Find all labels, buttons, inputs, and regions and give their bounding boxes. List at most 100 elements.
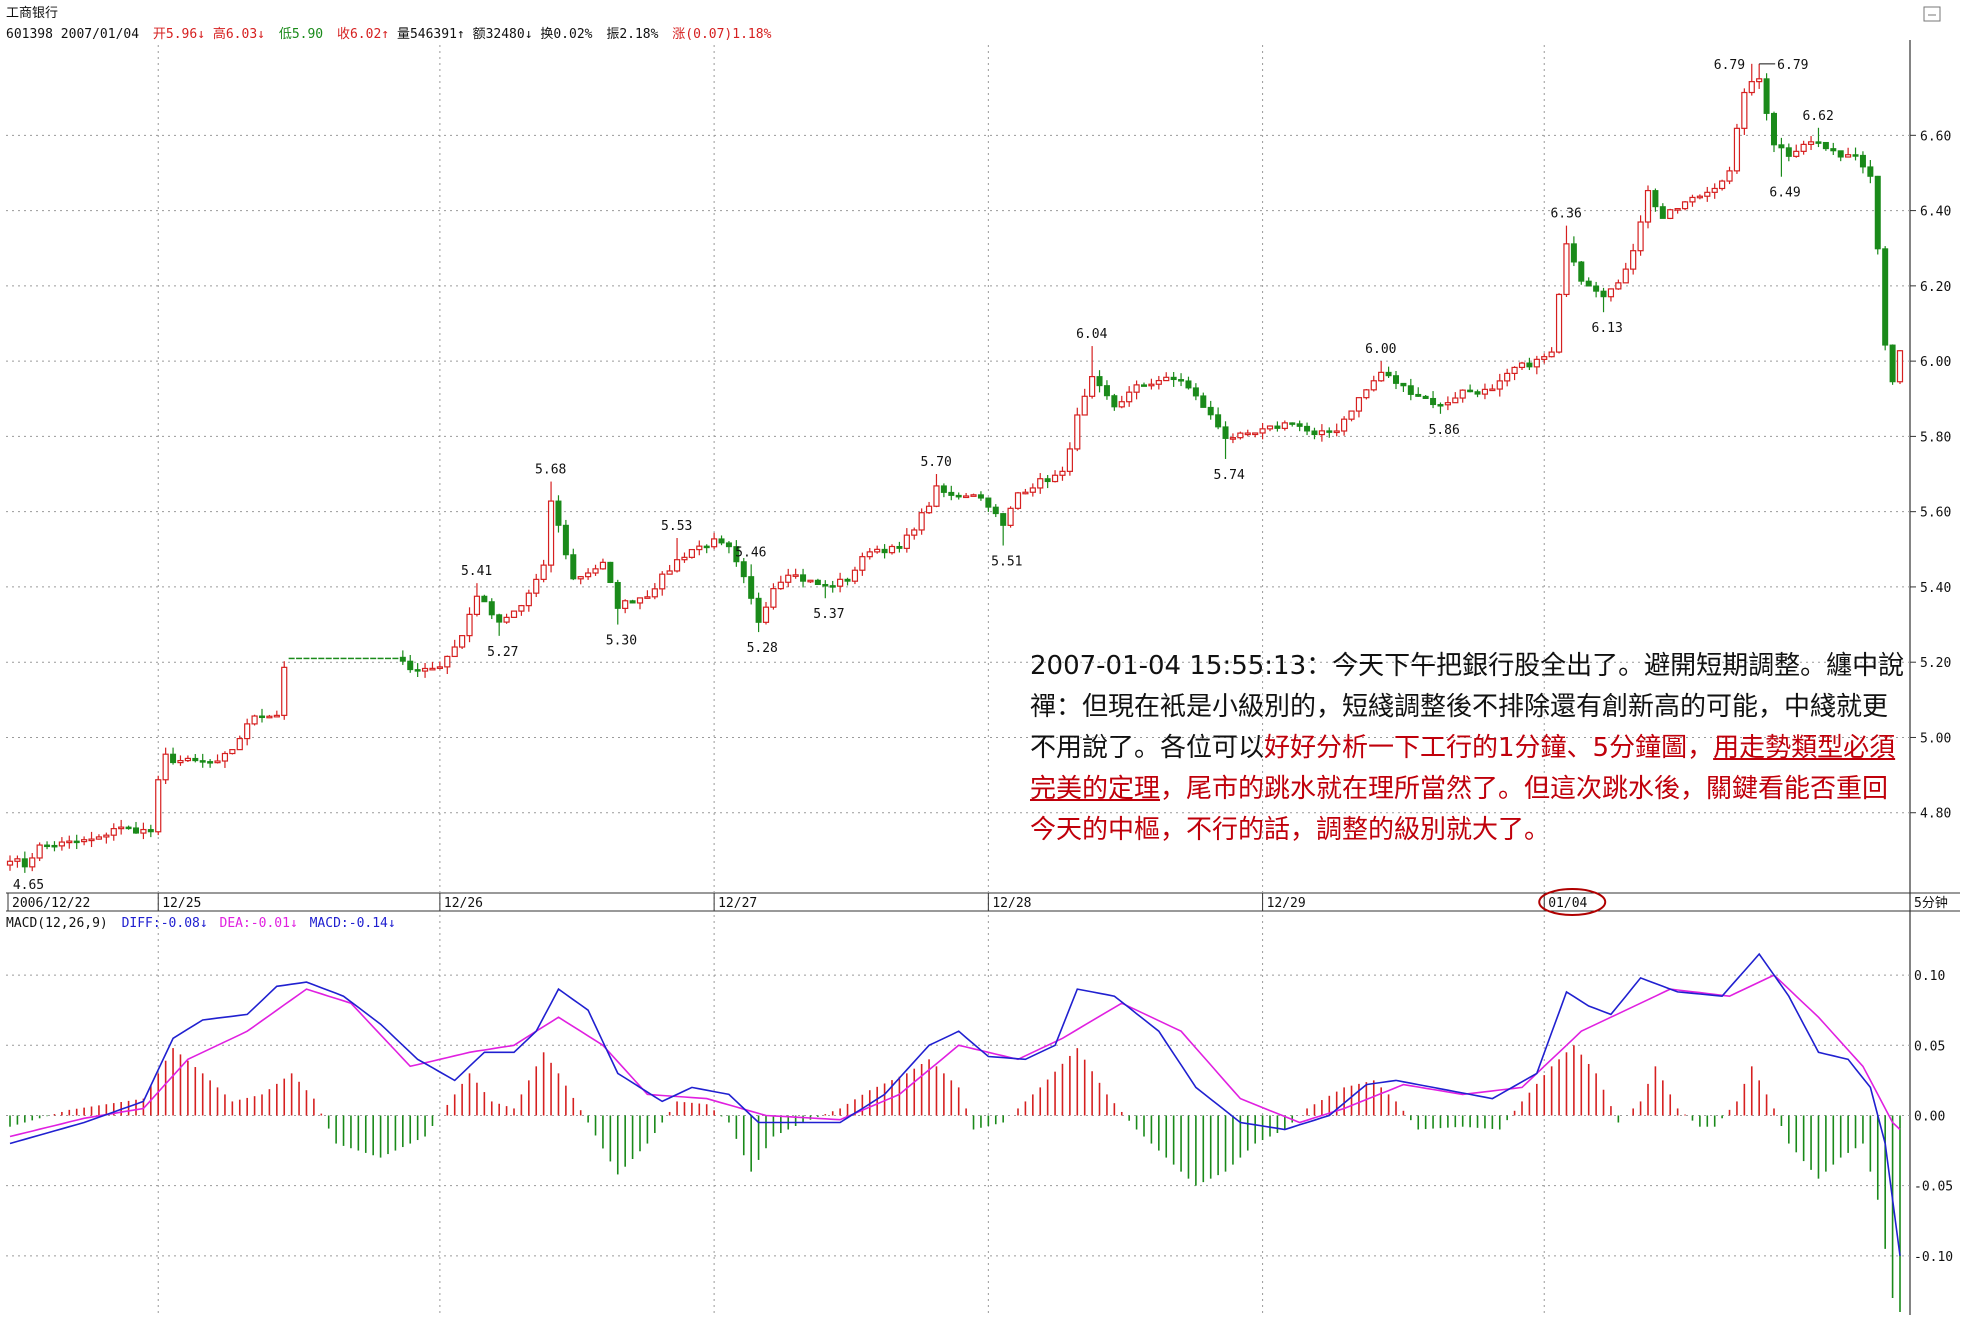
candle <box>436 666 443 669</box>
candle <box>696 545 703 551</box>
candle <box>1763 78 1770 114</box>
candle <box>184 757 191 762</box>
candle <box>1074 414 1081 450</box>
candle <box>110 828 117 836</box>
quote-change: 涨(0.07)1.18% <box>672 27 771 42</box>
candle <box>599 561 607 570</box>
price-label: 5.51 <box>991 555 1022 570</box>
candle <box>1192 387 1199 397</box>
candle <box>1363 389 1370 399</box>
candle <box>1807 141 1815 145</box>
candle <box>14 858 21 862</box>
candle <box>170 753 177 764</box>
candle <box>963 495 970 499</box>
candle <box>192 757 199 762</box>
price-tick-label: 5.60 <box>1920 506 1951 521</box>
time-tick-label: 12/29 <box>1267 896 1306 911</box>
candle <box>199 760 206 763</box>
candle <box>1489 388 1496 392</box>
price-tick-label: 5.40 <box>1920 581 1951 596</box>
macd-diff: DIFF:-0.08↓ <box>122 916 208 931</box>
candle <box>740 561 747 578</box>
candle <box>1148 383 1155 387</box>
time-tick-label: 12/26 <box>444 896 483 911</box>
time-tick-label: 01/04 <box>1548 896 1587 911</box>
time-tick-label: 12/25 <box>162 896 201 911</box>
candle <box>1133 384 1140 393</box>
candle <box>1630 250 1637 270</box>
candle <box>221 752 229 762</box>
quote-low: 低5.90 <box>279 27 323 42</box>
candle <box>629 600 636 604</box>
candle <box>1800 143 1807 152</box>
candle <box>1837 150 1844 158</box>
candle <box>1244 432 1251 436</box>
macd-tick-label: 0.10 <box>1914 969 1945 984</box>
candle <box>21 858 28 868</box>
grid: 6.60 6.40 6.20 6.00 5.80 5.60 5.40 5.20 5.00 4.80… <box>6 45 1953 1315</box>
candle <box>1481 388 1489 395</box>
candle <box>1266 425 1274 430</box>
candle <box>1044 478 1051 483</box>
candle <box>1296 423 1303 427</box>
candle <box>673 559 681 572</box>
candle <box>1000 513 1007 526</box>
candle <box>1622 268 1629 284</box>
candle <box>1541 356 1548 360</box>
candle <box>636 597 644 604</box>
candle <box>1155 379 1162 385</box>
candle <box>1652 190 1659 208</box>
candle <box>592 568 599 574</box>
candle <box>1370 380 1377 391</box>
candle <box>36 844 43 859</box>
candle <box>1756 78 1763 83</box>
candle <box>1089 376 1096 397</box>
candle <box>1355 397 1363 412</box>
annotation-text: 2007-01-04 15:55:13：今天下午把銀行股全出了。避開短期調整。纏… <box>1030 646 1910 851</box>
candle <box>540 564 547 580</box>
candle <box>414 669 421 672</box>
candle <box>51 844 58 848</box>
candle <box>244 723 251 740</box>
candle <box>1733 127 1741 172</box>
candle <box>1259 428 1266 434</box>
candle <box>1889 344 1896 383</box>
candle <box>562 524 569 556</box>
candle <box>1066 448 1073 472</box>
candle <box>785 574 792 583</box>
candle <box>1081 395 1088 416</box>
price-label: 5.28 <box>747 641 778 656</box>
annotation-part-2: 好好分析一下工行的1分鐘、5分鐘圖， <box>1264 733 1714 763</box>
candle <box>1430 397 1437 406</box>
candle <box>1385 371 1392 377</box>
candle <box>1689 196 1696 203</box>
candle <box>103 834 110 838</box>
collapse-icon[interactable] <box>1923 6 1941 22</box>
annotation-part-4: ，尾市的跳水就在理所當然了。但這次跳水後，關鍵看能否重回今天的中樞，不行的話，調… <box>1030 774 1889 845</box>
candle <box>1511 366 1518 375</box>
candle <box>236 737 243 751</box>
candle <box>577 576 584 580</box>
candle <box>1785 147 1792 157</box>
candle <box>1667 209 1674 220</box>
candle <box>718 538 725 544</box>
candle <box>1111 395 1118 408</box>
candle <box>58 841 65 847</box>
candle <box>1341 418 1348 432</box>
macd-name: MACD(12,26,9) <box>6 916 108 931</box>
candle <box>66 840 73 844</box>
quote-close: 收6.02↑ <box>337 27 389 42</box>
candle <box>81 839 88 843</box>
diff-line <box>9 952 1901 1256</box>
candle <box>1496 380 1503 390</box>
quote-high: 高6.03↓ <box>213 26 265 42</box>
candle <box>822 583 829 587</box>
price-tick-label: 5.80 <box>1920 430 1951 445</box>
price-label: 5.74 <box>1214 468 1245 483</box>
candle <box>125 826 132 830</box>
price-label: 5.53 <box>661 519 692 534</box>
candle <box>1726 170 1733 182</box>
period-label[interactable]: 5分钟 <box>1914 895 1948 911</box>
candle <box>748 576 755 599</box>
price-tick-label: 6.60 <box>1920 129 1951 144</box>
